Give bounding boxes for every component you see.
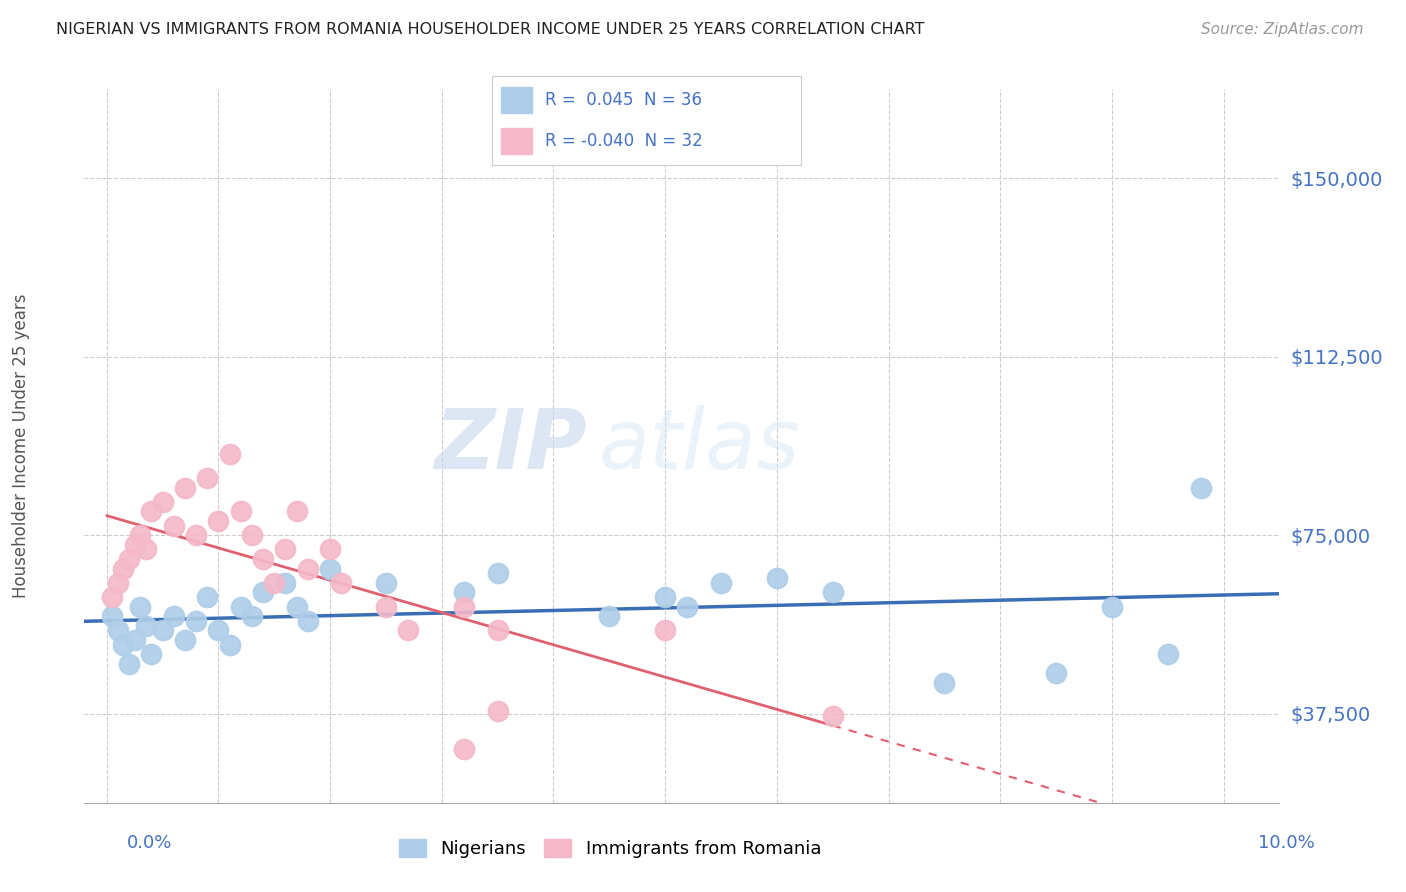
Point xyxy=(453,585,475,599)
Point xyxy=(374,575,396,590)
Point xyxy=(934,675,956,690)
Point xyxy=(218,638,240,652)
Point xyxy=(163,609,186,624)
Point xyxy=(163,518,186,533)
Text: ZIP: ZIP xyxy=(433,406,586,486)
Point xyxy=(124,538,146,552)
Point xyxy=(141,647,163,661)
Point xyxy=(240,609,263,624)
Point xyxy=(654,624,676,638)
Point xyxy=(319,542,342,557)
Point xyxy=(229,504,252,518)
Point xyxy=(124,632,146,647)
Point xyxy=(107,624,129,638)
Point xyxy=(453,742,475,756)
Point xyxy=(173,481,195,495)
Point xyxy=(453,599,475,614)
Point xyxy=(135,542,157,557)
Point xyxy=(112,638,135,652)
Point xyxy=(821,585,844,599)
Point xyxy=(486,704,509,718)
Text: R =  0.045  N = 36: R = 0.045 N = 36 xyxy=(544,91,702,109)
Point xyxy=(207,624,229,638)
Point xyxy=(486,624,509,638)
Point xyxy=(285,599,308,614)
Point xyxy=(486,566,509,581)
Point xyxy=(710,575,733,590)
Point xyxy=(101,590,124,604)
Text: Source: ZipAtlas.com: Source: ZipAtlas.com xyxy=(1201,22,1364,37)
Point xyxy=(135,618,157,632)
Point xyxy=(152,495,174,509)
Point xyxy=(173,632,195,647)
Point xyxy=(252,585,274,599)
Point xyxy=(263,575,285,590)
Point xyxy=(195,590,218,604)
Point xyxy=(218,447,240,461)
Point xyxy=(118,552,141,566)
Point xyxy=(141,504,163,518)
Point xyxy=(396,624,419,638)
Point xyxy=(766,571,789,585)
Point xyxy=(1189,481,1212,495)
Text: 0.0%: 0.0% xyxy=(127,834,172,852)
Point xyxy=(129,528,152,542)
Point xyxy=(195,471,218,485)
Point xyxy=(319,561,342,575)
Point xyxy=(118,657,141,671)
Point xyxy=(821,709,844,723)
Text: atlas: atlas xyxy=(599,406,800,486)
Bar xyxy=(502,128,533,154)
Point xyxy=(184,614,207,628)
Point xyxy=(598,609,620,624)
Point xyxy=(297,614,319,628)
Point xyxy=(274,575,297,590)
Point xyxy=(229,599,252,614)
Text: 10.0%: 10.0% xyxy=(1258,834,1315,852)
Point xyxy=(374,599,396,614)
Point xyxy=(274,542,297,557)
Point xyxy=(297,561,319,575)
Bar xyxy=(502,87,533,113)
Point xyxy=(654,590,676,604)
Point xyxy=(1045,666,1067,681)
Text: NIGERIAN VS IMMIGRANTS FROM ROMANIA HOUSEHOLDER INCOME UNDER 25 YEARS CORRELATIO: NIGERIAN VS IMMIGRANTS FROM ROMANIA HOUS… xyxy=(56,22,925,37)
Point xyxy=(252,552,274,566)
Point xyxy=(1157,647,1180,661)
Point xyxy=(101,609,124,624)
Legend: Nigerians, Immigrants from Romania: Nigerians, Immigrants from Romania xyxy=(392,831,828,865)
Point xyxy=(207,514,229,528)
Point xyxy=(1101,599,1123,614)
Text: R = -0.040  N = 32: R = -0.040 N = 32 xyxy=(544,132,703,150)
Point xyxy=(129,599,152,614)
Text: Householder Income Under 25 years: Householder Income Under 25 years xyxy=(13,293,30,599)
Point xyxy=(676,599,699,614)
Point xyxy=(107,575,129,590)
Point xyxy=(285,504,308,518)
Point xyxy=(330,575,353,590)
Point xyxy=(112,561,135,575)
Point xyxy=(240,528,263,542)
Point xyxy=(184,528,207,542)
Point xyxy=(152,624,174,638)
